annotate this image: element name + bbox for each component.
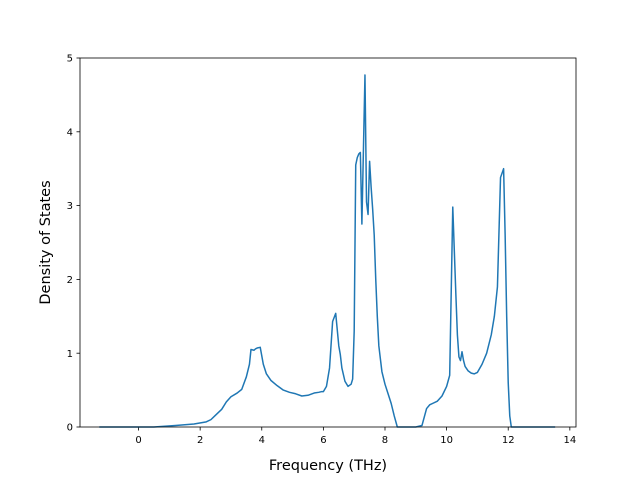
series-layer [99,74,556,428]
y-tick-label: 3 [67,201,73,212]
x-tick-label: 12 [502,435,515,446]
x-tick-label: 0 [135,435,141,446]
x-axis-ticks: 0 2 4 6 8 10 12 14 [135,427,576,446]
y-tick-label: 0 [67,423,73,434]
x-tick-label: 6 [320,435,326,446]
x-tick-label: 10 [440,435,453,446]
y-tick-label: 5 [67,54,73,65]
x-axis-title: Frequency (THz) [269,458,387,474]
x-tick-label: 8 [382,435,388,446]
x-tick-label: 14 [563,435,576,446]
plot-frame [79,57,577,428]
x-tick-label: 2 [197,435,203,446]
y-tick-label: 4 [67,127,73,138]
x-tick-label: 4 [259,435,265,446]
y-tick-label: 1 [67,349,73,360]
y-axis-title: Density of States [38,180,54,304]
plot-background [80,58,576,427]
dos-series-line [99,74,556,428]
y-tick-label: 2 [67,275,73,286]
y-axis-ticks: 0 1 2 3 4 5 [67,54,80,434]
